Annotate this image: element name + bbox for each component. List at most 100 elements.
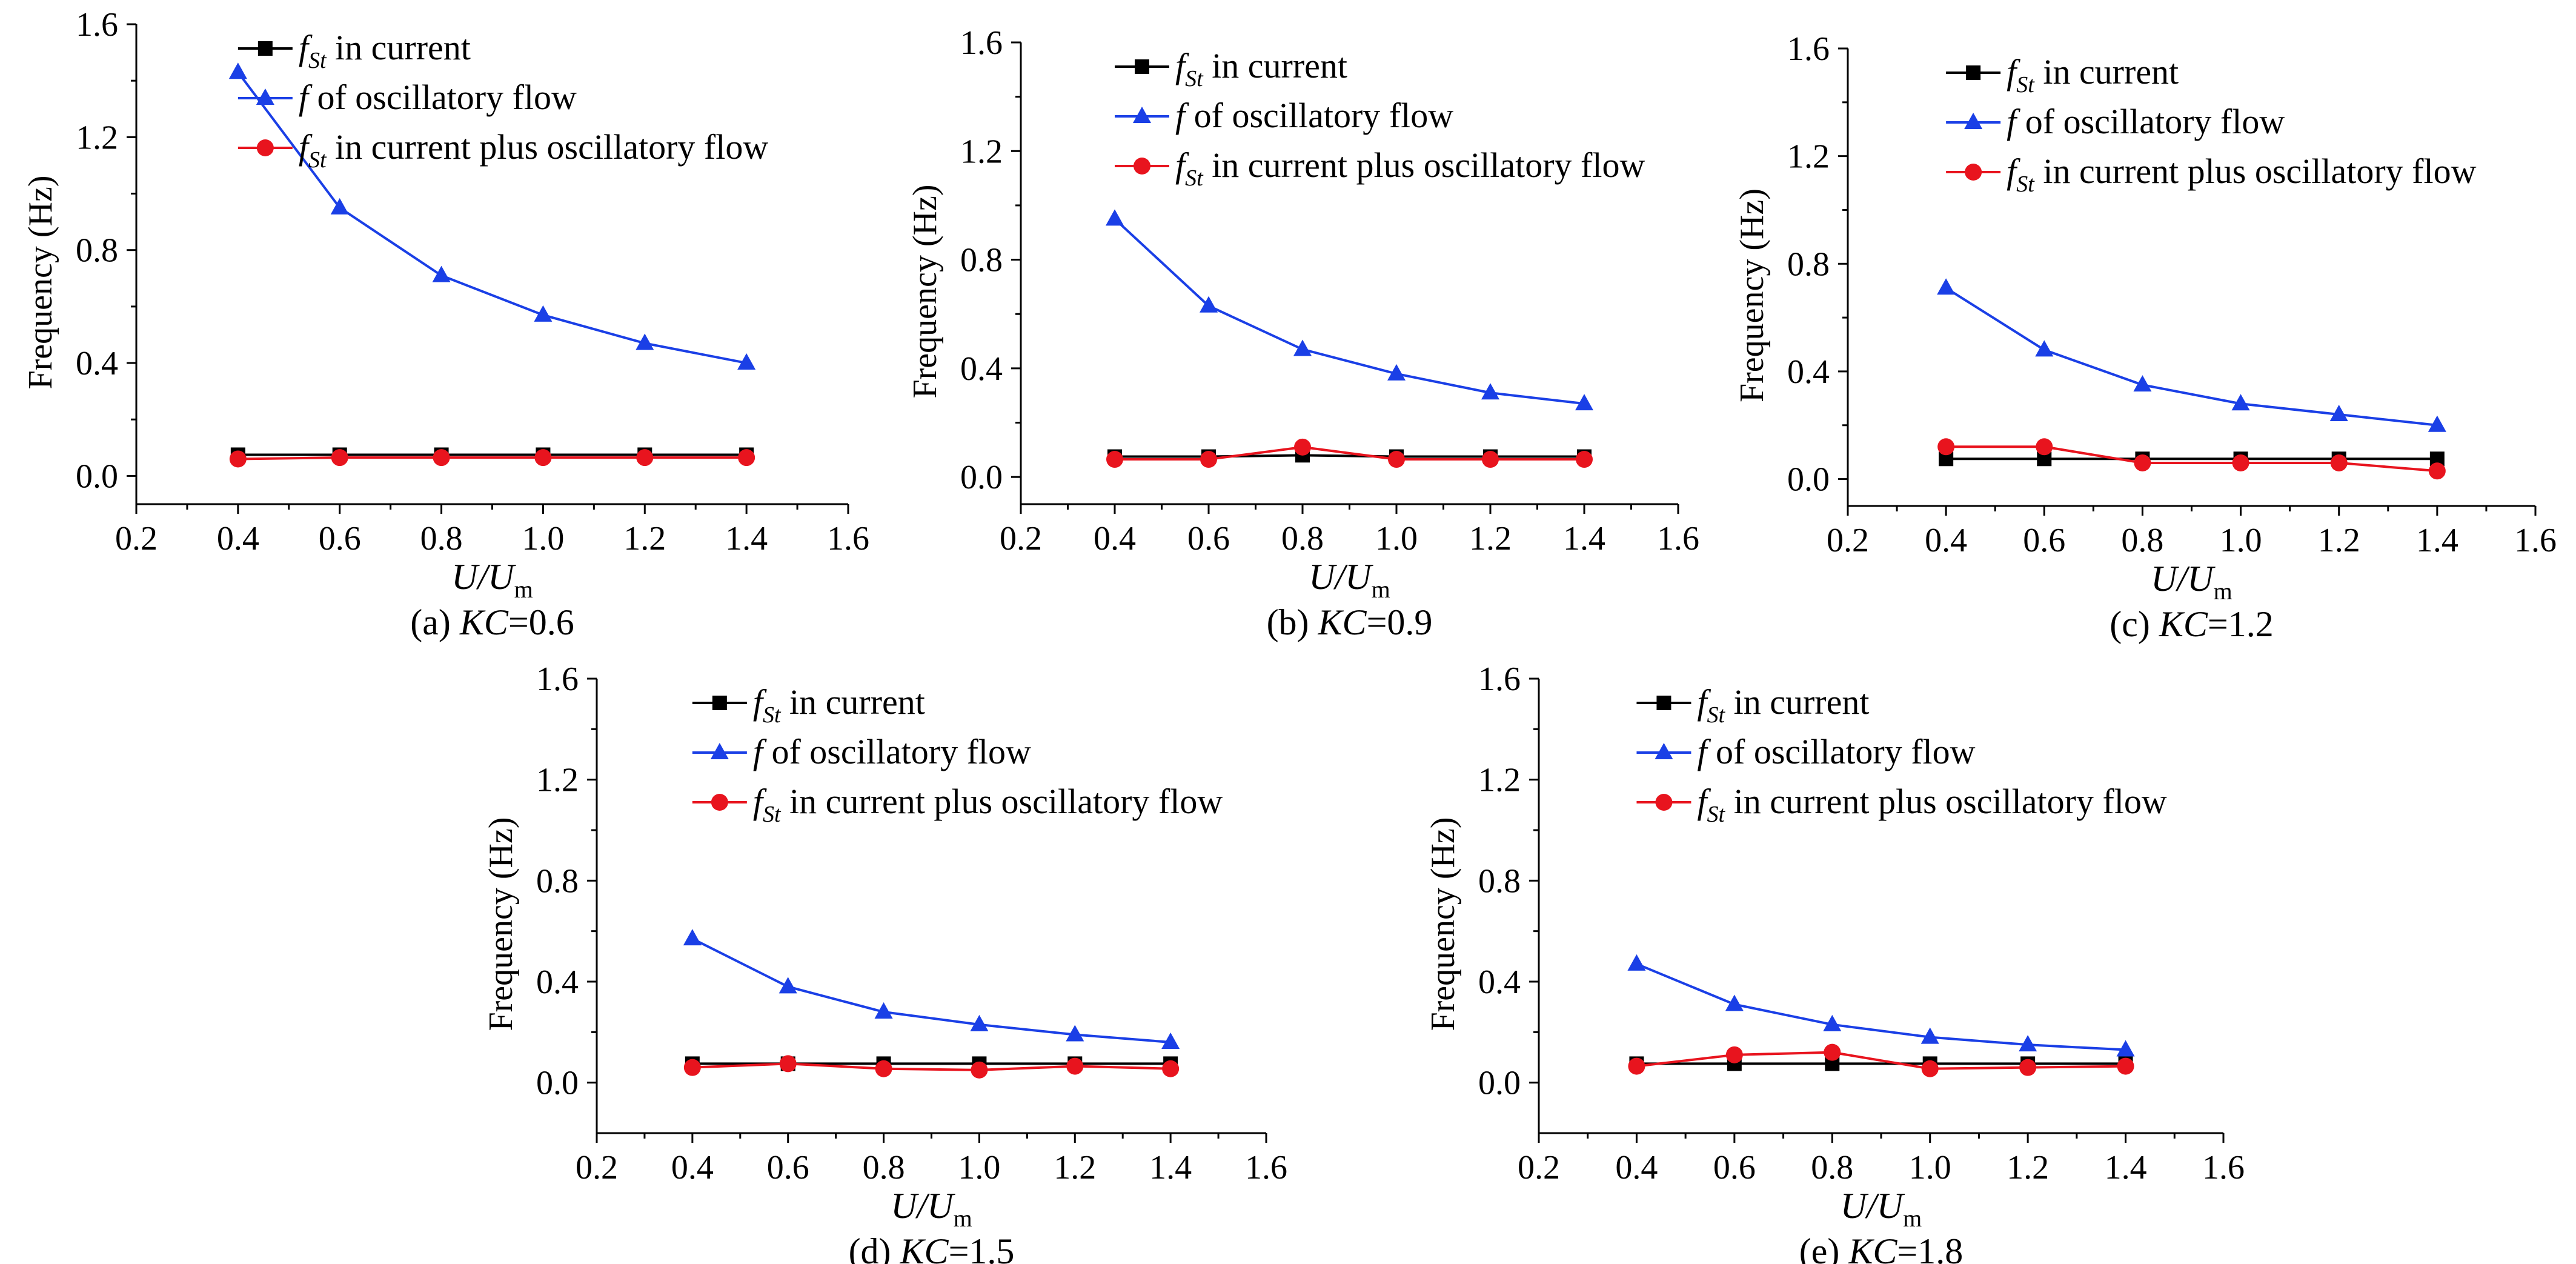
x-tick-label: 0.2 — [115, 520, 158, 557]
x-tick-label: 0.8 — [2121, 522, 2163, 559]
legend-text: of oscillatory flow — [1707, 732, 1976, 771]
x-axis-label: U/Um — [891, 1186, 972, 1232]
series-square — [230, 447, 754, 462]
legend-text: in current — [1203, 46, 1347, 85]
y-tick-label: 0.0 — [1787, 461, 1830, 499]
panel-caption-value: =1.2 — [2208, 604, 2274, 644]
legend-label: f of oscillatory flow — [1697, 732, 1975, 771]
data-point-circle — [229, 450, 247, 468]
data-point-circle — [1066, 1057, 1084, 1075]
legend-item: fSt in current — [1636, 682, 1869, 728]
data-point-circle — [2036, 438, 2053, 456]
data-point-circle — [1937, 438, 1955, 456]
y-tick-label: 0.4 — [76, 345, 118, 382]
chart-panel-b: 0.2 0.4 0.6 0.8 1.0 1.2 1.4 1.6 0.0 0.4 0.8 1.2 1.6 F… — [906, 24, 1699, 642]
data-point-triangle — [1725, 994, 1744, 1011]
data-point-triangle — [534, 305, 553, 322]
x-axis-label-subscript: m — [2214, 577, 2232, 605]
y-tick-label: 0.4 — [1478, 963, 1521, 1001]
y-tick-label: 1.2 — [76, 119, 118, 156]
series-circle — [683, 1055, 1180, 1079]
legend-text: of oscillatory flow — [1185, 96, 1453, 135]
legend-label: fSt in current plus oscillatory flow — [1175, 145, 1645, 191]
y-tick-label: 0.0 — [960, 459, 1003, 496]
data-point-circle — [1482, 451, 1499, 468]
y-tick-label: 0.0 — [1478, 1065, 1521, 1102]
data-point-triangle — [1387, 364, 1406, 381]
x-tick-label: 0.6 — [1187, 520, 1230, 557]
data-point-square — [712, 696, 727, 710]
x-tick-label: 1.2 — [1054, 1149, 1096, 1186]
panel-caption-prefix: (c) — [2110, 604, 2159, 644]
legend-text: of oscillatory flow — [2016, 102, 2285, 141]
legend-item: fSt in current plus oscillatory flow — [692, 782, 1223, 827]
x-tick-label: 0.2 — [576, 1149, 618, 1186]
data-point-square — [1966, 65, 1981, 80]
data-point-circle — [875, 1060, 892, 1077]
data-point-triangle — [1655, 743, 1673, 759]
data-point-triangle — [737, 353, 756, 370]
series-circle — [1628, 1043, 2134, 1077]
data-point-square — [1656, 696, 1671, 710]
x-axis-label-subscript: m — [1372, 576, 1390, 603]
panel-caption-variable: KC — [1848, 1231, 1897, 1264]
panel-caption-variable: KC — [900, 1231, 949, 1264]
data-point-circle — [256, 139, 274, 156]
legend-item: f of oscillatory flow — [1115, 96, 1453, 135]
x-tick-label: 1.2 — [1469, 520, 1512, 557]
legend-label: fSt in current plus oscillatory flow — [753, 782, 1223, 827]
data-point-triangle — [2231, 394, 2250, 411]
series-line — [1114, 218, 1585, 405]
x-tick-label: 1.6 — [827, 520, 869, 557]
legend-text: of oscillatory flow — [308, 78, 577, 117]
x-tick-label: 1.2 — [2007, 1149, 2049, 1186]
series-line — [237, 456, 747, 461]
legend-text: in current plus oscillatory flow — [2034, 151, 2477, 191]
series-circle — [1106, 438, 1593, 468]
legend-subscript: St — [1707, 802, 1726, 827]
data-point-triangle — [1920, 1027, 1939, 1044]
data-point-triangle — [1823, 1014, 1842, 1031]
data-point-circle — [433, 449, 450, 467]
y-tick-label: 1.2 — [960, 133, 1003, 170]
x-tick-label: 0.4 — [1094, 520, 1136, 557]
y-tick-label: 0.8 — [1787, 245, 1830, 283]
data-point-circle — [971, 1061, 988, 1079]
data-point-triangle — [636, 333, 654, 350]
legend-label: fSt in current plus oscillatory flow — [2007, 151, 2476, 197]
data-point-circle — [1628, 1057, 1645, 1075]
series-triangle — [1106, 209, 1593, 411]
legend-label: fSt in current — [753, 682, 925, 728]
y-axis-label: Frequency (Hz) — [1733, 188, 1771, 402]
series-line — [1636, 962, 2126, 1051]
data-point-triangle — [683, 929, 702, 946]
legend-item: f of oscillatory flow — [1636, 732, 1976, 771]
data-point-triangle — [710, 743, 729, 759]
data-point-circle — [1200, 451, 1217, 468]
x-tick-label: 1.0 — [1909, 1149, 1951, 1186]
legend-item: fSt in current plus oscillatory flow — [1115, 145, 1645, 191]
x-tick-label: 1.4 — [725, 520, 768, 557]
series-triangle — [1627, 954, 2135, 1057]
data-point-circle — [1576, 451, 1593, 468]
data-point-circle — [1134, 158, 1150, 175]
data-point-circle — [331, 449, 348, 467]
legend-item: f of oscillatory flow — [237, 78, 577, 117]
x-tick-label: 0.2 — [1000, 520, 1042, 557]
data-point-triangle — [1161, 1033, 1180, 1049]
panel-caption-value: =1.8 — [1897, 1231, 1963, 1264]
panel-caption-value: =0.9 — [1367, 602, 1433, 642]
series-line — [1636, 1051, 2126, 1070]
panel-caption-variable: KC — [1318, 602, 1367, 642]
data-point-triangle — [256, 88, 274, 105]
data-point-circle — [2019, 1059, 2037, 1076]
x-tick-label: 0.8 — [863, 1149, 905, 1186]
data-point-triangle — [970, 1014, 989, 1031]
x-tick-label: 1.0 — [2220, 522, 2262, 559]
data-point-circle — [2232, 454, 2249, 471]
legend-label: f of oscillatory flow — [299, 78, 577, 117]
legend: fSt in current f of oscillatory flow fSt i… — [1115, 46, 1645, 191]
x-tick-label: 1.6 — [2202, 1149, 2245, 1186]
x-axis-label-main: U/U — [1309, 557, 1373, 597]
